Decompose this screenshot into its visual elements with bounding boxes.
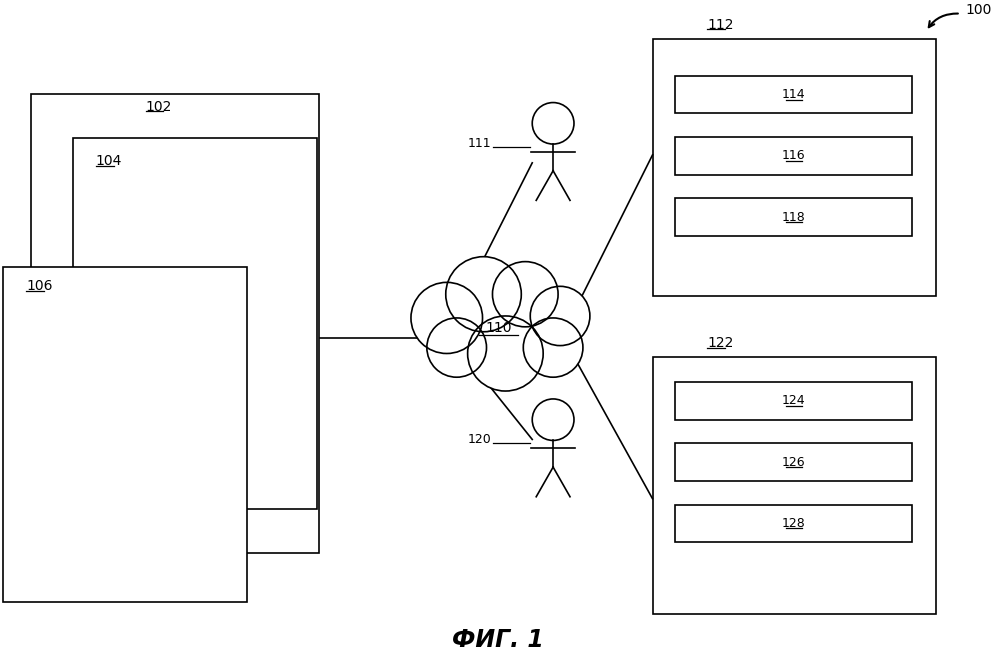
Bar [31, 94, 319, 553]
Circle shape [532, 102, 574, 144]
Text: 112: 112 [707, 18, 734, 31]
Text: ФИГ. 1: ФИГ. 1 [452, 628, 544, 652]
Text: 102: 102 [146, 100, 172, 113]
Bar [653, 358, 936, 614]
Bar [3, 266, 247, 602]
Bar [675, 198, 912, 236]
Text: 116: 116 [782, 150, 805, 163]
Text: 122: 122 [707, 336, 734, 350]
Text: 106: 106 [26, 279, 53, 293]
Text: 100: 100 [966, 3, 992, 16]
Bar [675, 382, 912, 420]
Bar [73, 138, 317, 508]
Text: 118: 118 [782, 211, 806, 224]
Bar [675, 443, 912, 481]
Bar [675, 76, 912, 113]
Text: 124: 124 [782, 394, 805, 407]
Text: 110: 110 [485, 321, 512, 335]
Text: 126: 126 [782, 456, 805, 468]
Text: 111: 111 [468, 136, 491, 150]
Text: 128: 128 [782, 517, 806, 530]
Text: 120: 120 [468, 433, 491, 446]
Text: 104: 104 [96, 154, 122, 168]
Circle shape [532, 399, 574, 440]
Bar [653, 39, 936, 297]
Text: 114: 114 [782, 88, 805, 101]
Bar [675, 504, 912, 543]
Bar [675, 137, 912, 174]
